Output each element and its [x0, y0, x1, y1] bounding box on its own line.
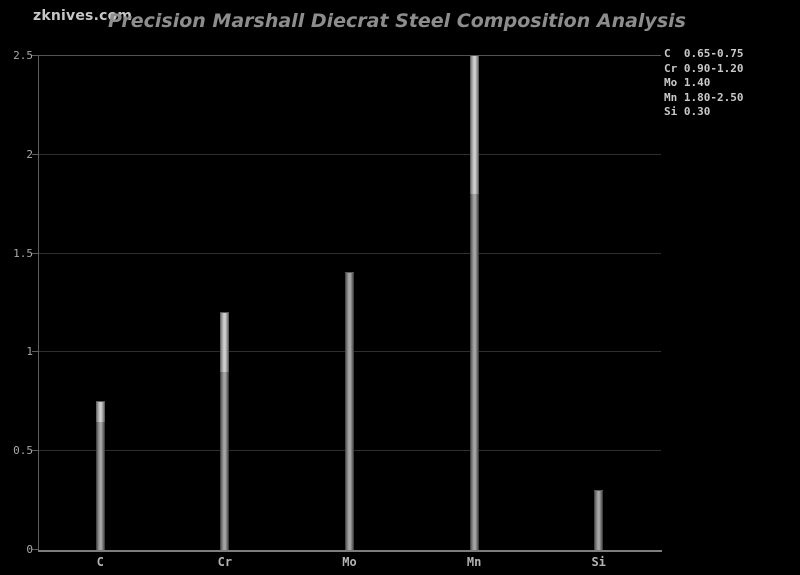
x-axis-line [38, 550, 662, 552]
x-tick-label: Mn [466, 555, 482, 569]
bar [469, 55, 479, 550]
bar [95, 400, 105, 550]
y-tick-label: 1 [26, 345, 33, 359]
x-tick-label: Mo [342, 555, 357, 569]
legend-row: Cr 0.90-1.20 [664, 61, 744, 75]
x-tick-label: C [96, 555, 104, 569]
y-tick-label: 2.5 [13, 49, 33, 62]
y-tick-label: 1.5 [13, 246, 33, 260]
gridline [38, 153, 661, 155]
legend-row: Mn 1.80-2.50 [664, 90, 744, 104]
y-tick-label: 2 [26, 147, 33, 161]
bar-range-segment [95, 401, 105, 422]
bar-range-segment [469, 56, 479, 195]
bar [345, 272, 354, 550]
y-tick-mark [32, 549, 38, 550]
y-tick-mark [32, 252, 38, 254]
bar [220, 311, 230, 550]
brand-link[interactable]: zknives.com [33, 8, 133, 24]
gridline [38, 55, 661, 56]
legend-row: C 0.65-0.75 [664, 47, 744, 60]
y-tick-mark [32, 153, 38, 155]
legend: C 0.65-0.75 Cr 0.90-1.20 Mo 1.40 Mn 1.80-2.… [664, 47, 743, 120]
bar-range-segment [220, 312, 230, 373]
legend-row: Mo 1.40 [664, 76, 711, 90]
x-tick-label: Cr [217, 555, 233, 569]
y-tick-mark [32, 55, 38, 56]
x-tick-label: Si [591, 555, 606, 569]
y-tick-label: 0.5 [13, 444, 33, 458]
y-tick-mark [32, 450, 38, 452]
y-tick-label: 0 [26, 543, 33, 556]
chart-title: Precision Marshall Diecrat Steel Composi… [108, 10, 686, 32]
y-tick-mark [32, 351, 38, 353]
legend-row: Si 0.30 [664, 105, 711, 119]
bar [594, 489, 604, 550]
y-axis-line [38, 55, 39, 552]
gridline [38, 252, 661, 254]
